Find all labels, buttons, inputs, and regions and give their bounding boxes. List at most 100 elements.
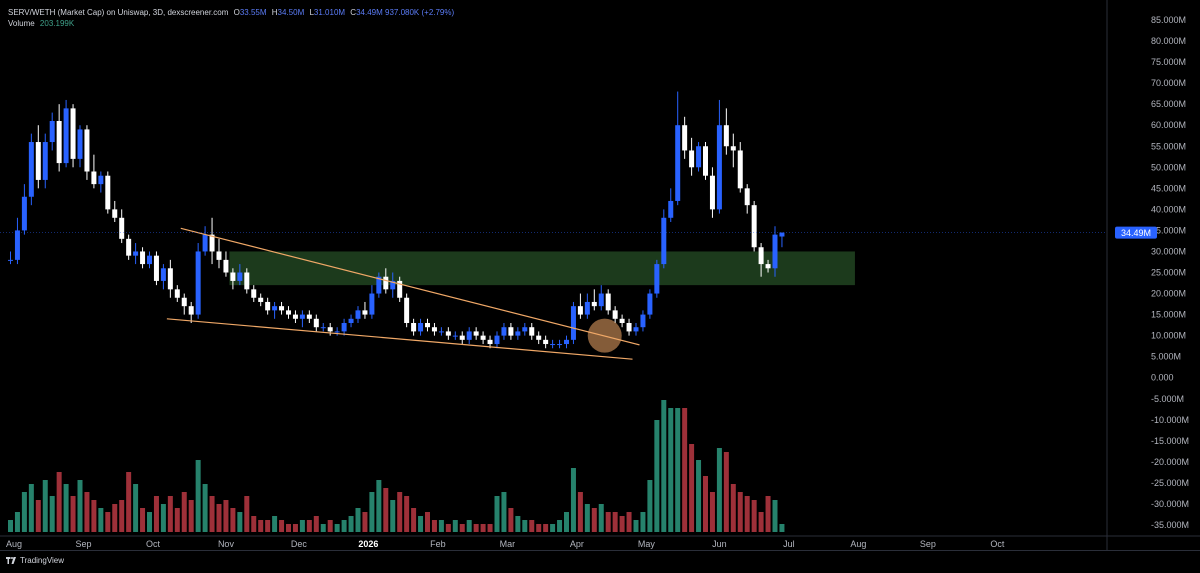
candle[interactable] — [49, 112, 55, 151]
symbol-title[interactable]: SERV/WETH (Market Cap) on Uniswap, 3D, d… — [8, 8, 229, 17]
candle[interactable] — [487, 335, 493, 349]
candle[interactable] — [459, 331, 465, 345]
candle[interactable] — [438, 327, 444, 336]
candle[interactable] — [167, 259, 173, 298]
candle[interactable] — [160, 264, 166, 290]
candle[interactable] — [313, 314, 319, 332]
candle[interactable] — [758, 243, 764, 277]
candle[interactable] — [577, 293, 583, 319]
candle[interactable] — [696, 142, 702, 172]
candle[interactable] — [668, 188, 674, 222]
candle[interactable] — [70, 104, 76, 168]
candle[interactable] — [612, 306, 618, 323]
candle[interactable] — [286, 306, 291, 319]
candle[interactable] — [272, 301, 278, 319]
tradingview-brand[interactable]: TradingView — [6, 556, 64, 565]
candle[interactable] — [216, 238, 222, 269]
trendline[interactable] — [166, 318, 633, 360]
candle[interactable] — [376, 272, 382, 298]
candle[interactable] — [452, 331, 458, 340]
candle[interactable] — [181, 293, 187, 315]
candle[interactable] — [105, 171, 111, 214]
candle[interactable] — [605, 289, 611, 315]
candle[interactable] — [112, 200, 118, 222]
candle[interactable] — [202, 226, 208, 256]
candle[interactable] — [640, 310, 646, 332]
candle[interactable] — [8, 251, 13, 265]
candle[interactable] — [292, 310, 298, 323]
candle[interactable] — [501, 323, 507, 340]
candle[interactable] — [397, 276, 403, 302]
candle[interactable] — [751, 200, 757, 252]
candle[interactable] — [299, 310, 305, 328]
candle[interactable] — [779, 232, 785, 248]
candle[interactable] — [133, 243, 139, 265]
candle[interactable] — [682, 116, 688, 159]
candle[interactable] — [140, 247, 146, 269]
candle[interactable] — [348, 314, 354, 328]
candle[interactable] — [28, 133, 34, 206]
candle[interactable] — [98, 171, 104, 193]
candle[interactable] — [411, 318, 417, 336]
candle[interactable] — [689, 137, 695, 176]
candle[interactable] — [633, 323, 639, 336]
candle[interactable] — [355, 306, 361, 323]
candle[interactable] — [418, 318, 424, 336]
candle[interactable] — [626, 318, 632, 336]
candle[interactable] — [543, 335, 549, 349]
candle[interactable] — [598, 285, 604, 311]
candle[interactable] — [661, 209, 667, 269]
candle[interactable] — [258, 293, 264, 307]
candle[interactable] — [431, 323, 437, 336]
candle[interactable] — [744, 184, 750, 214]
candle[interactable] — [153, 251, 159, 286]
support-zone[interactable] — [229, 251, 855, 286]
candle[interactable] — [230, 268, 236, 290]
candle[interactable] — [77, 125, 83, 168]
candle[interactable] — [341, 318, 347, 336]
candle[interactable] — [119, 209, 125, 244]
candle[interactable] — [557, 339, 563, 349]
candle[interactable] — [147, 251, 152, 269]
candle[interactable] — [564, 335, 569, 349]
candle[interactable] — [84, 125, 90, 180]
candle[interactable] — [362, 301, 368, 319]
candle[interactable] — [265, 297, 271, 315]
candle[interactable] — [730, 133, 736, 168]
candle[interactable] — [647, 289, 653, 319]
candle[interactable] — [591, 289, 597, 311]
candle[interactable] — [209, 217, 215, 265]
candle[interactable] — [473, 327, 479, 340]
candle[interactable] — [515, 327, 521, 340]
candle[interactable] — [56, 104, 62, 172]
candle[interactable] — [14, 217, 20, 265]
candle[interactable] — [223, 251, 229, 277]
candle[interactable] — [445, 327, 451, 340]
candle[interactable] — [35, 125, 41, 189]
trendline[interactable] — [180, 227, 640, 346]
candle[interactable] — [480, 331, 486, 345]
candle[interactable] — [703, 142, 708, 180]
candle[interactable] — [237, 264, 243, 286]
candle[interactable] — [91, 154, 97, 189]
candle[interactable] — [126, 234, 132, 260]
candle[interactable] — [279, 301, 285, 315]
candle[interactable] — [320, 323, 326, 332]
candle[interactable] — [494, 331, 500, 349]
candle[interactable] — [536, 331, 542, 345]
candle[interactable] — [306, 310, 312, 323]
candle[interactable] — [21, 184, 27, 235]
candle[interactable] — [174, 285, 180, 302]
candle[interactable] — [716, 99, 722, 214]
candle[interactable] — [508, 323, 514, 340]
candle[interactable] — [619, 314, 625, 328]
candle[interactable] — [390, 272, 396, 298]
candle[interactable] — [570, 301, 576, 345]
candle[interactable] — [42, 133, 48, 189]
candle[interactable] — [737, 142, 743, 193]
candle[interactable] — [654, 259, 660, 298]
highlight-circle[interactable] — [587, 318, 622, 353]
candle[interactable] — [529, 323, 535, 340]
candle[interactable] — [195, 243, 201, 319]
